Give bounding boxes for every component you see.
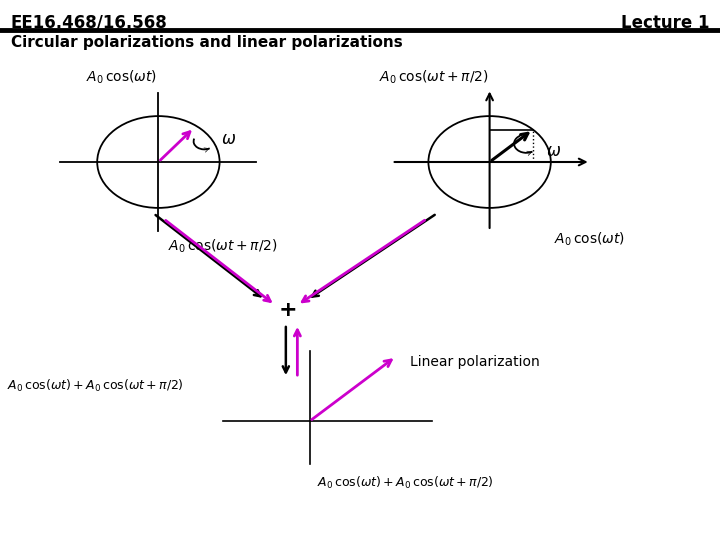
Text: $\omega$: $\omega$ — [546, 141, 561, 159]
Text: $A_0\,\cos(\omega t)$: $A_0\,\cos(\omega t)$ — [554, 231, 625, 248]
Text: $A_0\,\cos(\omega t)$: $A_0\,\cos(\omega t)$ — [86, 69, 157, 86]
Text: Lecture 1: Lecture 1 — [621, 14, 709, 31]
Text: $\omega$: $\omega$ — [222, 130, 237, 148]
Text: $A_0\,\cos(\omega t + \pi/2)$: $A_0\,\cos(\omega t + \pi/2)$ — [168, 238, 277, 255]
Text: EE16.468/16.568: EE16.468/16.568 — [11, 14, 168, 31]
Text: $A_0\,\cos(\omega t + \pi/2)$: $A_0\,\cos(\omega t + \pi/2)$ — [379, 69, 489, 86]
Text: $A_0\,\cos(\omega t) + A_0\,\cos(\omega t + \pi/2)$: $A_0\,\cos(\omega t) + A_0\,\cos(\omega … — [317, 475, 494, 491]
Text: $A_0\,\cos(\omega t) + A_0\,\cos(\omega t + \pi/2)$: $A_0\,\cos(\omega t) + A_0\,\cos(\omega … — [7, 378, 184, 394]
Text: Linear polarization: Linear polarization — [410, 355, 540, 369]
Text: +: + — [279, 300, 297, 321]
Text: Circular polarizations and linear polarizations: Circular polarizations and linear polari… — [11, 35, 402, 50]
